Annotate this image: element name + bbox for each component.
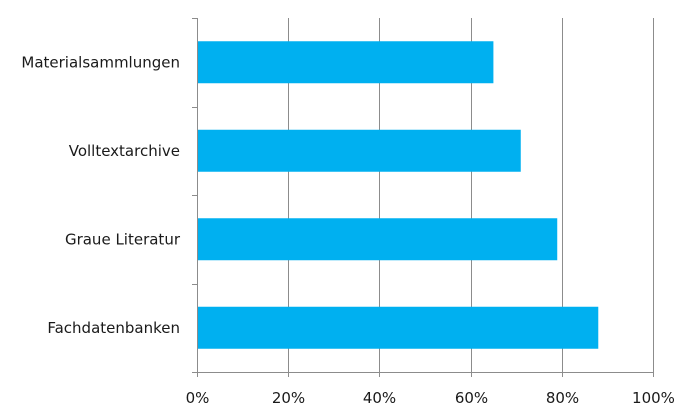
labels: 0% 20% 40% 60% 80% 100% Materialsammlungen Voll… <box>21 53 675 407</box>
bar <box>198 129 521 172</box>
x-tick-label: 80% <box>546 389 579 407</box>
y-category-label: Volltextarchive <box>69 142 180 160</box>
x-tick-label: 60% <box>455 389 488 407</box>
x-tick-label: 0% <box>186 389 210 407</box>
bars <box>198 41 599 349</box>
axes <box>192 18 654 377</box>
x-tick-label: 40% <box>363 389 396 407</box>
x-tick-label: 100% <box>632 389 675 407</box>
y-category-label: Graue Literatur <box>65 230 181 248</box>
bar <box>198 306 599 349</box>
bar <box>198 41 494 84</box>
y-category-label: Materialsammlungen <box>21 53 180 71</box>
bar <box>198 218 558 261</box>
y-category-label: Fachdatenbanken <box>47 319 180 337</box>
x-tick-label: 20% <box>272 389 305 407</box>
